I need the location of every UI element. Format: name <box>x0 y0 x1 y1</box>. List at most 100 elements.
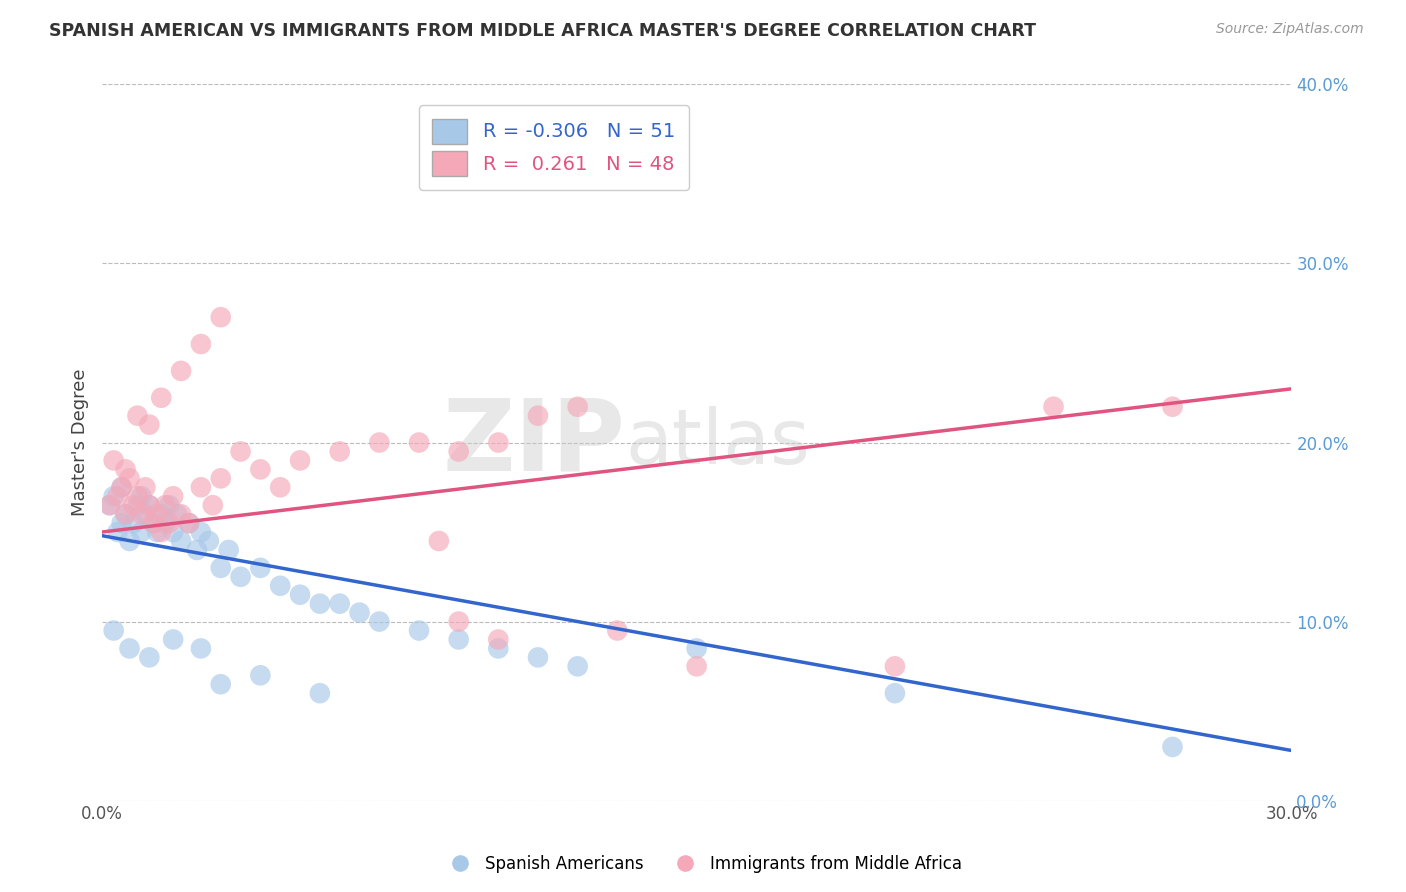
Point <box>98 498 121 512</box>
Point <box>127 498 149 512</box>
Point <box>162 489 184 503</box>
Point <box>162 632 184 647</box>
Point <box>142 516 165 530</box>
Point <box>606 624 628 638</box>
Point <box>138 498 160 512</box>
Point <box>288 588 311 602</box>
Point <box>157 498 180 512</box>
Point <box>1042 400 1064 414</box>
Point <box>162 524 184 539</box>
Point <box>138 498 160 512</box>
Point <box>118 641 141 656</box>
Point <box>408 624 430 638</box>
Point <box>447 632 470 647</box>
Point <box>107 489 129 503</box>
Point <box>198 534 221 549</box>
Text: ZIP: ZIP <box>443 394 626 491</box>
Point <box>103 453 125 467</box>
Point <box>190 641 212 656</box>
Point <box>209 561 232 575</box>
Point <box>527 409 550 423</box>
Point <box>447 615 470 629</box>
Point <box>329 444 352 458</box>
Point <box>209 310 232 325</box>
Point <box>368 435 391 450</box>
Point <box>134 507 156 521</box>
Point <box>98 498 121 512</box>
Point <box>190 337 212 351</box>
Point <box>134 480 156 494</box>
Point <box>1161 400 1184 414</box>
Point <box>408 435 430 450</box>
Point <box>155 498 177 512</box>
Point <box>288 453 311 467</box>
Point <box>114 507 136 521</box>
Point <box>309 686 332 700</box>
Point <box>103 489 125 503</box>
Point <box>567 659 589 673</box>
Point <box>146 507 169 521</box>
Point <box>142 516 165 530</box>
Point <box>883 659 905 673</box>
Point <box>122 498 145 512</box>
Point <box>150 391 173 405</box>
Point <box>155 516 177 530</box>
Point <box>166 507 188 521</box>
Point <box>427 534 450 549</box>
Point <box>177 516 200 530</box>
Point <box>170 534 193 549</box>
Point <box>309 597 332 611</box>
Point <box>150 507 173 521</box>
Point <box>127 489 149 503</box>
Text: atlas: atlas <box>626 406 810 480</box>
Point <box>122 516 145 530</box>
Point <box>110 480 132 494</box>
Legend: Spanish Americans, Immigrants from Middle Africa: Spanish Americans, Immigrants from Middl… <box>437 848 969 880</box>
Point <box>447 444 470 458</box>
Point <box>349 606 371 620</box>
Point <box>131 489 153 503</box>
Point <box>177 516 200 530</box>
Point <box>118 471 141 485</box>
Point <box>567 400 589 414</box>
Point <box>218 543 240 558</box>
Point <box>1161 739 1184 754</box>
Point <box>170 364 193 378</box>
Point <box>685 641 707 656</box>
Point <box>118 534 141 549</box>
Point <box>883 686 905 700</box>
Point <box>146 524 169 539</box>
Legend: R = -0.306   N = 51, R =  0.261   N = 48: R = -0.306 N = 51, R = 0.261 N = 48 <box>419 105 689 190</box>
Point <box>209 471 232 485</box>
Point <box>190 524 212 539</box>
Point <box>127 409 149 423</box>
Y-axis label: Master's Degree: Master's Degree <box>72 368 89 516</box>
Point <box>249 561 271 575</box>
Point <box>269 579 291 593</box>
Point <box>103 624 125 638</box>
Point <box>486 641 509 656</box>
Point <box>190 480 212 494</box>
Point <box>201 498 224 512</box>
Point <box>269 480 291 494</box>
Point <box>131 507 153 521</box>
Point <box>486 632 509 647</box>
Point <box>329 597 352 611</box>
Text: Source: ZipAtlas.com: Source: ZipAtlas.com <box>1216 22 1364 37</box>
Point <box>229 570 252 584</box>
Point <box>368 615 391 629</box>
Point <box>107 524 129 539</box>
Point <box>110 480 132 494</box>
Point <box>186 543 208 558</box>
Point <box>229 444 252 458</box>
Point <box>249 668 271 682</box>
Point <box>150 524 173 539</box>
Point <box>131 524 153 539</box>
Point <box>486 435 509 450</box>
Point <box>114 462 136 476</box>
Point <box>110 516 132 530</box>
Point <box>138 417 160 432</box>
Point <box>685 659 707 673</box>
Point <box>249 462 271 476</box>
Point <box>114 507 136 521</box>
